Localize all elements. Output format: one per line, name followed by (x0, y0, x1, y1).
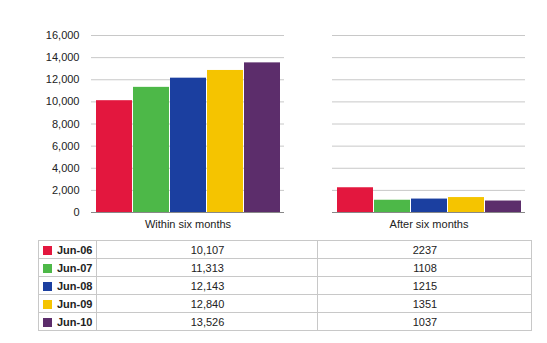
svg-text:10,000: 10,000 (46, 95, 80, 107)
html-text:Jun-10: Jun-10 (57, 315, 93, 328)
html-text:2237: 2237 (412, 243, 438, 256)
html-text:Jun-06: Jun-06 (57, 243, 93, 256)
svg-text:Within six months: Within six months (145, 218, 232, 230)
svg-text:After six months: After six months (390, 218, 469, 230)
svg-text:16,000: 16,000 (46, 29, 80, 41)
svg-text:8,000: 8,000 (52, 118, 80, 130)
html-text:1037: 1037 (412, 315, 438, 328)
html-text:Jun-08: Jun-08 (57, 279, 93, 292)
html-text:10,107: 10,107 (190, 243, 225, 256)
svg-text:0: 0 (73, 206, 79, 218)
html-text:1215: 1215 (412, 279, 438, 292)
html-text:Jun-09: Jun-09 (57, 297, 93, 310)
svg-text:4,000: 4,000 (52, 162, 80, 174)
html-text:13,526: 13,526 (190, 315, 225, 328)
html-text:1108: 1108 (413, 261, 437, 274)
html-text:12,840: 12,840 (190, 297, 225, 310)
svg-text:14,000: 14,000 (46, 51, 80, 63)
svg-text:6,000: 6,000 (52, 140, 80, 152)
html-text:Jun-07: Jun-07 (57, 261, 93, 274)
html-text:1351: 1351 (412, 297, 438, 310)
html-text:12,143: 12,143 (190, 279, 225, 292)
svg-text:12,000: 12,000 (46, 73, 80, 85)
html-text:11,313: 11,313 (191, 261, 224, 274)
svg-text:2,000: 2,000 (52, 184, 80, 196)
